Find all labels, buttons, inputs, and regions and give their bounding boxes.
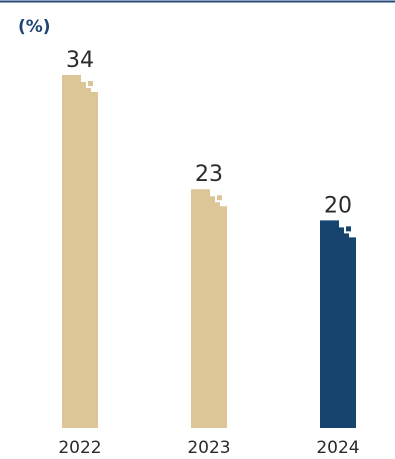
unit-label: (%) [18, 17, 51, 37]
bar-2022 [62, 75, 98, 428]
x-axis-tick-labels: 2022 2023 2024 [58, 438, 359, 458]
value-labels-layer: 34 23 20 [66, 48, 352, 218]
value-label-2022: 34 [66, 48, 94, 73]
bar-pixel-accent-2023 [217, 195, 222, 201]
bar-pixel-accent-2024 [346, 226, 351, 232]
value-label-2023: 23 [195, 162, 223, 187]
bar-2024 [320, 220, 356, 428]
bars-layer [62, 75, 356, 428]
bar-pixel-accent-2022 [88, 81, 93, 86]
x-tick-label-2023: 2023 [187, 438, 230, 458]
value-label-2024: 20 [324, 193, 352, 218]
x-tick-label-2024: 2024 [316, 438, 359, 458]
x-tick-label-2022: 2022 [58, 438, 101, 458]
bar-2023 [191, 189, 227, 428]
